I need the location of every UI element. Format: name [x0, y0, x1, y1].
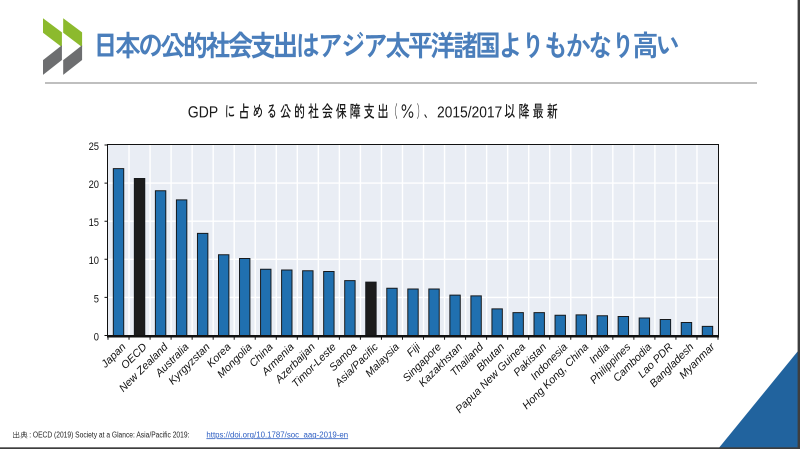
- svg-text:20: 20: [89, 179, 99, 191]
- svg-text:25: 25: [89, 141, 99, 153]
- svg-text:5: 5: [94, 293, 99, 305]
- svg-text:15: 15: [89, 217, 99, 229]
- svg-text:10: 10: [89, 255, 99, 267]
- svg-text:https://doi.org/10.1787/soc_aa: https://doi.org/10.1787/soc_aag-2019-en: [206, 430, 348, 439]
- svg-text:0: 0: [94, 331, 99, 343]
- svg-text:: OECD (2019) Society at a Gla: : OECD (2019) Society at a Glance: Asia/…: [29, 430, 189, 439]
